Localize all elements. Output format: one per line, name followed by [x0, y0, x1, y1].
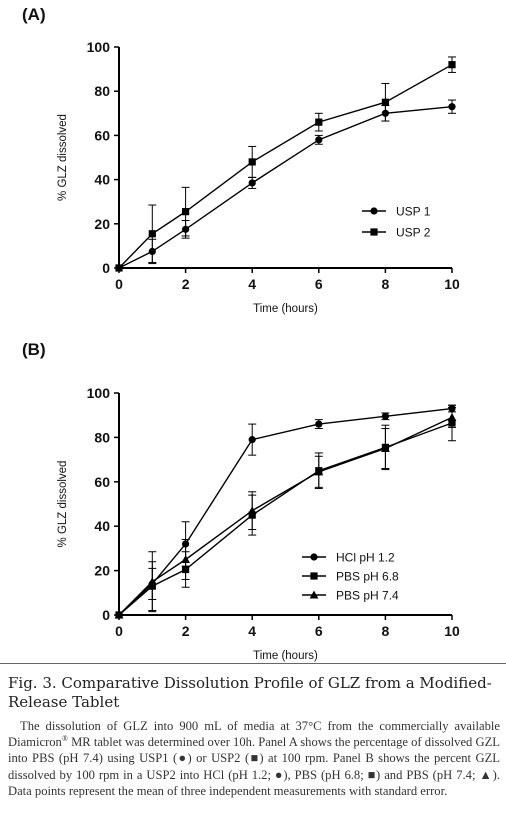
x-axis-title: Time (hours) [253, 303, 318, 315]
legend-marker [310, 553, 318, 561]
x-tick-label: 2 [182, 623, 190, 639]
x-tick-label: 6 [315, 623, 323, 639]
data-point [181, 555, 190, 564]
legend-entry: USP 1 [362, 205, 431, 219]
data-point [381, 412, 389, 420]
caption-divider [0, 663, 506, 664]
data-point [248, 158, 256, 166]
series-1 [115, 404, 456, 619]
y-axis-title: % GLZ dissolved [57, 114, 69, 201]
x-tick-label: 8 [382, 623, 390, 639]
data-point [381, 98, 389, 106]
panel-label: (B) [22, 340, 46, 359]
x-tick-label: 6 [315, 276, 323, 292]
legend-entry: PBS pH 6.8 [302, 570, 399, 584]
y-tick-label: 0 [102, 607, 110, 623]
series-line [118, 407, 453, 616]
x-axis-title: Time (hours) [253, 650, 318, 662]
data-point [315, 118, 323, 126]
caption-body-part-2: MR tablet was determined over 10h. Panel… [8, 735, 500, 798]
registered-mark: ® [61, 734, 68, 744]
legend-entry: PBS pH 7.4 [302, 589, 399, 603]
x-tick-label: 0 [115, 623, 123, 639]
legend-entry: USP 2 [362, 226, 431, 240]
series-2 [114, 406, 457, 619]
data-point [315, 136, 323, 144]
y-tick-label: 40 [94, 172, 110, 188]
legend-label: PBS pH 7.4 [336, 589, 399, 603]
y-tick-label: 60 [94, 127, 110, 143]
series-line [118, 105, 453, 269]
data-point [247, 506, 257, 515]
y-tick-label: 40 [94, 518, 110, 534]
y-axis-title: % GLZ dissolved [57, 461, 69, 548]
series-0 [115, 99, 456, 272]
legend-label: USP 2 [396, 226, 431, 240]
y-tick-label: 80 [94, 83, 110, 99]
legend-marker [370, 228, 378, 236]
figure-caption-body: The dissolution of GLZ into 900 mL of me… [8, 718, 500, 799]
legend-label: USP 1 [396, 205, 431, 219]
x-tick-label: 10 [444, 623, 460, 639]
legend-label: PBS pH 6.8 [336, 570, 399, 584]
x-tick-label: 10 [444, 276, 460, 292]
data-point [114, 610, 124, 619]
y-tick-label: 20 [94, 216, 110, 232]
series-line [118, 416, 453, 616]
figure-caption-title: Fig. 3. Comparative Dissolution Profile … [8, 674, 492, 711]
data-point [115, 264, 123, 272]
x-tick-label: 8 [382, 276, 390, 292]
y-tick-label: 0 [102, 260, 110, 276]
data-point [381, 444, 390, 453]
data-point [315, 420, 323, 428]
x-tick-label: 2 [182, 276, 190, 292]
y-tick-label: 100 [87, 39, 111, 55]
data-point [314, 467, 324, 476]
x-tick-label: 0 [115, 276, 123, 292]
legend-marker [370, 207, 378, 215]
data-point [248, 179, 256, 187]
data-point [448, 103, 456, 111]
y-tick-label: 100 [87, 385, 111, 401]
panel-label: (A) [22, 5, 46, 24]
data-point [447, 413, 457, 421]
y-tick-label: 20 [94, 563, 110, 579]
legend-marker [310, 572, 318, 580]
data-point [147, 577, 157, 586]
y-tick-label: 60 [94, 474, 110, 490]
series-0 [115, 404, 456, 619]
data-point [448, 61, 456, 69]
x-tick-label: 4 [248, 623, 256, 639]
legend-marker [309, 590, 319, 599]
legend-label: HCl pH 1.2 [336, 551, 395, 565]
x-tick-label: 4 [248, 276, 256, 292]
series-1 [115, 56, 456, 272]
data-point [182, 208, 190, 216]
y-tick-label: 80 [94, 429, 110, 445]
data-point [248, 436, 256, 444]
data-point [148, 230, 156, 238]
caption-body-part-1: The dissolution of GLZ into 900 mL of me… [8, 719, 500, 750]
series-line [118, 422, 453, 616]
legend-entry: HCl pH 1.2 [302, 551, 395, 565]
